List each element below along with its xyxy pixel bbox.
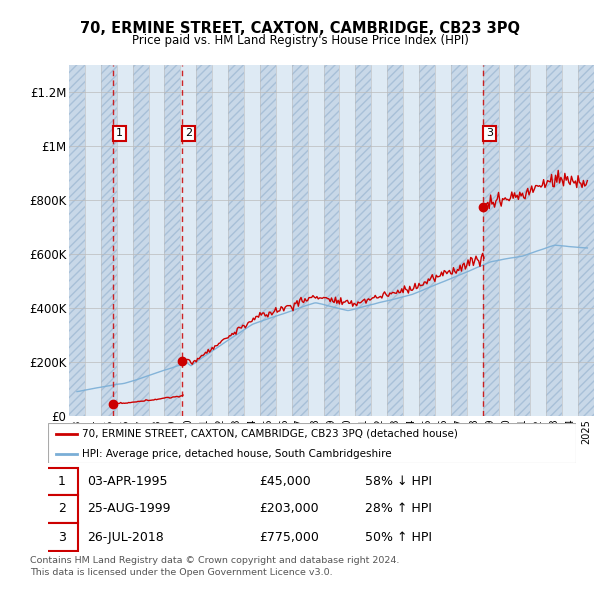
Bar: [546, 65, 562, 416]
Bar: [546, 65, 562, 416]
Bar: [117, 65, 133, 416]
Bar: [340, 65, 355, 416]
Bar: [451, 65, 467, 416]
Bar: [196, 65, 212, 416]
Bar: [371, 65, 387, 416]
Bar: [164, 65, 181, 416]
FancyBboxPatch shape: [46, 495, 78, 523]
Text: £203,000: £203,000: [259, 502, 319, 516]
Bar: [419, 65, 435, 416]
Bar: [133, 65, 149, 416]
Bar: [562, 65, 578, 416]
Bar: [499, 65, 514, 416]
Bar: [355, 65, 371, 416]
Bar: [403, 65, 419, 416]
Text: 1: 1: [116, 129, 123, 138]
Text: 28% ↑ HPI: 28% ↑ HPI: [365, 502, 431, 516]
Bar: [69, 65, 85, 416]
Bar: [323, 65, 340, 416]
Bar: [514, 65, 530, 416]
Text: 3: 3: [486, 129, 493, 138]
Bar: [514, 65, 530, 416]
Bar: [101, 65, 117, 416]
Bar: [276, 65, 292, 416]
Text: 25-AUG-1999: 25-AUG-1999: [88, 502, 171, 516]
Text: Contains HM Land Registry data © Crown copyright and database right 2024.: Contains HM Land Registry data © Crown c…: [30, 556, 400, 565]
Bar: [164, 65, 181, 416]
Bar: [387, 65, 403, 416]
Text: 3: 3: [58, 530, 65, 543]
Text: 03-APR-1995: 03-APR-1995: [88, 475, 168, 488]
Text: 2: 2: [58, 502, 65, 516]
Text: 70, ERMINE STREET, CAXTON, CAMBRIDGE, CB23 3PQ: 70, ERMINE STREET, CAXTON, CAMBRIDGE, CB…: [80, 21, 520, 35]
Bar: [451, 65, 467, 416]
Text: 2: 2: [185, 129, 192, 138]
Bar: [149, 65, 164, 416]
Bar: [212, 65, 228, 416]
Text: 70, ERMINE STREET, CAXTON, CAMBRIDGE, CB23 3PQ (detached house): 70, ERMINE STREET, CAXTON, CAMBRIDGE, CB…: [82, 429, 458, 439]
Bar: [578, 65, 594, 416]
Bar: [101, 65, 117, 416]
Bar: [260, 65, 276, 416]
Bar: [467, 65, 482, 416]
Text: 58% ↓ HPI: 58% ↓ HPI: [365, 475, 432, 488]
Bar: [387, 65, 403, 416]
Bar: [435, 65, 451, 416]
Text: 50% ↑ HPI: 50% ↑ HPI: [365, 530, 432, 543]
Bar: [292, 65, 308, 416]
Bar: [482, 65, 499, 416]
Bar: [85, 65, 101, 416]
Bar: [308, 65, 323, 416]
Bar: [355, 65, 371, 416]
Bar: [181, 65, 196, 416]
Bar: [228, 65, 244, 416]
Bar: [260, 65, 276, 416]
Bar: [292, 65, 308, 416]
Text: 1: 1: [58, 475, 65, 488]
Text: £775,000: £775,000: [259, 530, 319, 543]
Bar: [228, 65, 244, 416]
Text: Price paid vs. HM Land Registry's House Price Index (HPI): Price paid vs. HM Land Registry's House …: [131, 34, 469, 47]
FancyBboxPatch shape: [46, 523, 78, 551]
Text: 26-JUL-2018: 26-JUL-2018: [88, 530, 164, 543]
Bar: [578, 65, 594, 416]
Bar: [133, 65, 149, 416]
Bar: [419, 65, 435, 416]
Text: This data is licensed under the Open Government Licence v3.0.: This data is licensed under the Open Gov…: [30, 568, 332, 576]
Text: £45,000: £45,000: [259, 475, 311, 488]
Bar: [244, 65, 260, 416]
Bar: [69, 65, 85, 416]
Bar: [530, 65, 546, 416]
Bar: [482, 65, 499, 416]
Text: HPI: Average price, detached house, South Cambridgeshire: HPI: Average price, detached house, Sout…: [82, 450, 392, 460]
Bar: [323, 65, 340, 416]
FancyBboxPatch shape: [46, 468, 78, 495]
Bar: [196, 65, 212, 416]
